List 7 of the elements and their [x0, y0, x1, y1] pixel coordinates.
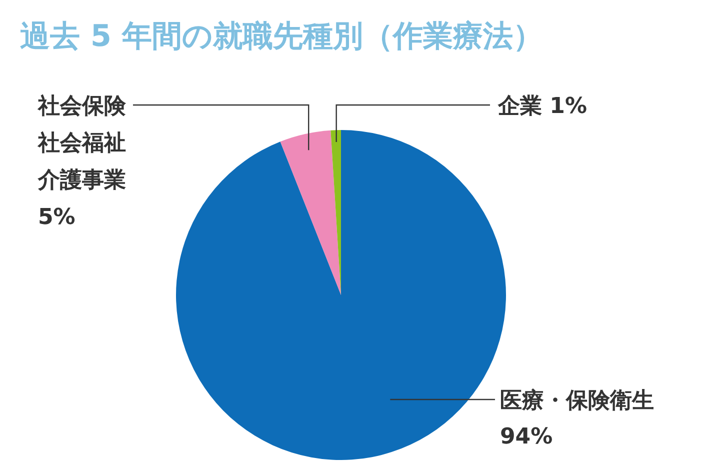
pie-slice	[280, 130, 341, 295]
data-label: 5%	[38, 205, 76, 230]
slice-label: 社会保険社会福祉介護事業	[37, 94, 127, 193]
data-label: 94%	[500, 424, 553, 450]
slice-label: 企業 1%	[497, 94, 588, 119]
slice-label: 医療・保険衛生	[500, 387, 654, 414]
chart-title: 過去 5 年間の就職先種別（作業療法）	[20, 19, 543, 54]
